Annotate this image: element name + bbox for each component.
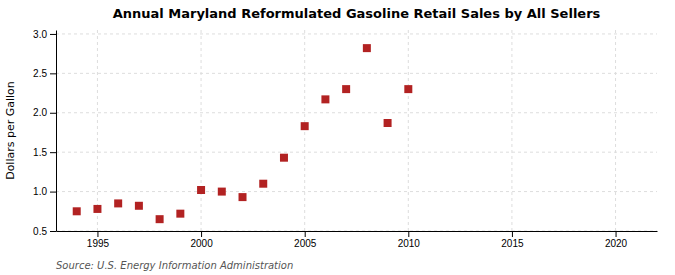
tick-mark bbox=[50, 34, 56, 35]
grid-line bbox=[56, 231, 657, 232]
grid-line bbox=[304, 30, 305, 231]
tick-mark bbox=[201, 231, 202, 237]
tick-label: 2.5 bbox=[33, 68, 47, 79]
plot-area: 1995 2000 2005 2010 2015 2020 0.5 1.0 1.5 2.0 2.5 3… bbox=[33, 29, 657, 249]
tick-label: 2020 bbox=[605, 238, 628, 249]
axis-line bbox=[57, 231, 658, 232]
point bbox=[93, 205, 101, 213]
point bbox=[342, 85, 350, 93]
tick: 2005 bbox=[294, 231, 317, 249]
tick: 1.5 bbox=[33, 147, 56, 158]
tick: 3.0 bbox=[33, 29, 56, 40]
grid-line bbox=[97, 30, 98, 231]
point bbox=[176, 210, 184, 218]
tick-label: 2.0 bbox=[33, 107, 47, 118]
grid-line bbox=[201, 30, 202, 231]
grid-line bbox=[56, 73, 657, 74]
tick-label: 0.5 bbox=[33, 226, 47, 237]
tick: 1995 bbox=[87, 231, 110, 249]
point bbox=[280, 154, 288, 162]
y-label: Dollars per Gallon bbox=[4, 81, 17, 180]
point bbox=[321, 95, 329, 103]
point bbox=[73, 207, 81, 215]
tick-label: 2000 bbox=[190, 238, 213, 249]
grid-line bbox=[615, 30, 616, 231]
x-axis: 1995 2000 2005 2010 2015 2020 bbox=[57, 231, 658, 249]
grid bbox=[56, 30, 657, 231]
grid-line bbox=[56, 33, 657, 34]
tick: 0.5 bbox=[33, 226, 56, 237]
tick-mark bbox=[616, 231, 617, 237]
tick-label: 1.5 bbox=[33, 147, 47, 158]
source-note: Source: U.S. Energy Information Administ… bbox=[56, 260, 293, 271]
tick-mark bbox=[408, 231, 409, 237]
axis-line bbox=[56, 31, 57, 232]
tick: 2020 bbox=[605, 231, 628, 249]
tick-label: 1995 bbox=[87, 238, 110, 249]
tick-mark bbox=[50, 192, 56, 193]
tick-mark bbox=[97, 231, 98, 237]
tick-mark bbox=[50, 231, 56, 232]
point bbox=[239, 193, 247, 201]
point bbox=[156, 215, 164, 223]
tick-mark bbox=[512, 231, 513, 237]
point bbox=[259, 180, 267, 188]
tick-label: 2010 bbox=[398, 238, 421, 249]
tick: 2010 bbox=[398, 231, 421, 249]
tick: 1.0 bbox=[33, 186, 56, 197]
point bbox=[135, 202, 143, 210]
grid-line bbox=[56, 112, 657, 113]
tick-label: 1.0 bbox=[33, 186, 47, 197]
tick-mark bbox=[50, 113, 56, 114]
chart: 1995 2000 2005 2010 2015 2020 0.5 1.0 1.5 2.0 2.5 3… bbox=[0, 0, 675, 275]
tick-label: 3.0 bbox=[33, 29, 47, 40]
tick-label: 2005 bbox=[294, 238, 317, 249]
tick: 2.0 bbox=[33, 107, 56, 118]
point bbox=[301, 122, 309, 130]
title: Annual Maryland Reformulated Gasoline Re… bbox=[113, 6, 601, 21]
grid-line bbox=[511, 30, 512, 231]
point bbox=[114, 199, 122, 207]
y-axis: 0.5 1.0 1.5 2.0 2.5 3.0 bbox=[33, 29, 56, 237]
tick-mark bbox=[305, 231, 306, 237]
tick-mark bbox=[50, 73, 56, 74]
point bbox=[404, 85, 412, 93]
grid-line bbox=[56, 152, 657, 153]
point bbox=[363, 44, 371, 52]
tick-mark bbox=[50, 152, 56, 153]
points bbox=[73, 44, 413, 223]
tick: 2000 bbox=[190, 231, 213, 249]
grid-line bbox=[56, 191, 657, 192]
point bbox=[197, 186, 205, 194]
point bbox=[384, 119, 392, 127]
tick: 2015 bbox=[501, 231, 524, 249]
tick-label: 2015 bbox=[501, 238, 524, 249]
grid-line bbox=[408, 30, 409, 231]
point bbox=[218, 188, 226, 196]
tick: 2.5 bbox=[33, 68, 56, 79]
